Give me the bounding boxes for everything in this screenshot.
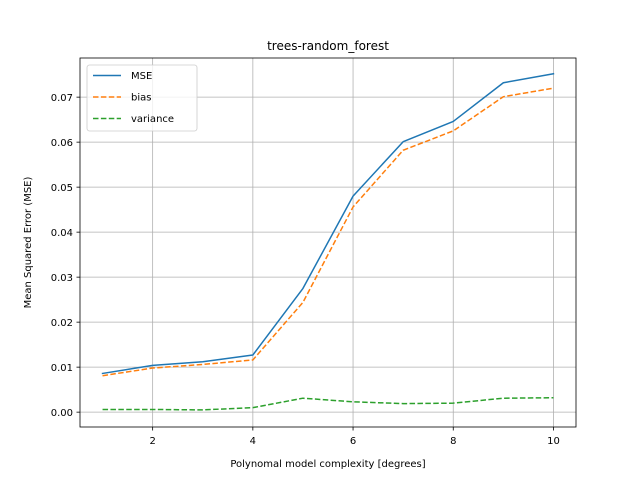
x-axis-label: Polynomal model complexity [degrees] bbox=[230, 459, 425, 470]
series-lines bbox=[101, 72, 555, 411]
y-axis-label: Mean Squared Error (MSE) bbox=[23, 177, 34, 309]
y-tick-label: 0.04 bbox=[51, 228, 73, 239]
series-line-variance bbox=[102, 397, 554, 411]
y-tick-label: 0.02 bbox=[51, 318, 73, 329]
y-tick-label: 0.03 bbox=[51, 273, 73, 284]
x-tick-label: 6 bbox=[350, 436, 356, 447]
legend-label-bias: bias bbox=[131, 93, 151, 104]
y-tick-label: 0.05 bbox=[51, 183, 73, 194]
x-tick-label: 4 bbox=[250, 436, 256, 447]
x-tick-label: 2 bbox=[149, 436, 155, 447]
x-tick-label: 8 bbox=[450, 436, 456, 447]
y-tick-label: 0.06 bbox=[51, 138, 73, 149]
axis-ticks: 2 4 6 8 10 0.00 0.01 0.02 0.03 0.04 0.05 0.06 0.07 bbox=[51, 93, 560, 447]
y-tick-label: 0.00 bbox=[51, 408, 73, 419]
legend-label-variance: variance bbox=[131, 114, 174, 125]
chart-title: trees-random_forest bbox=[267, 39, 389, 53]
x-tick-label: 10 bbox=[547, 436, 560, 447]
series-line-bias bbox=[102, 87, 554, 377]
series-line-MSE bbox=[101, 72, 555, 375]
y-tick-label: 0.01 bbox=[51, 363, 73, 374]
legend-label-MSE: MSE bbox=[131, 71, 152, 82]
y-tick-label: 0.07 bbox=[51, 93, 73, 104]
legend: MSE bias variance bbox=[86, 64, 198, 132]
legend-box bbox=[86, 64, 198, 132]
plot-frame bbox=[79, 57, 577, 428]
